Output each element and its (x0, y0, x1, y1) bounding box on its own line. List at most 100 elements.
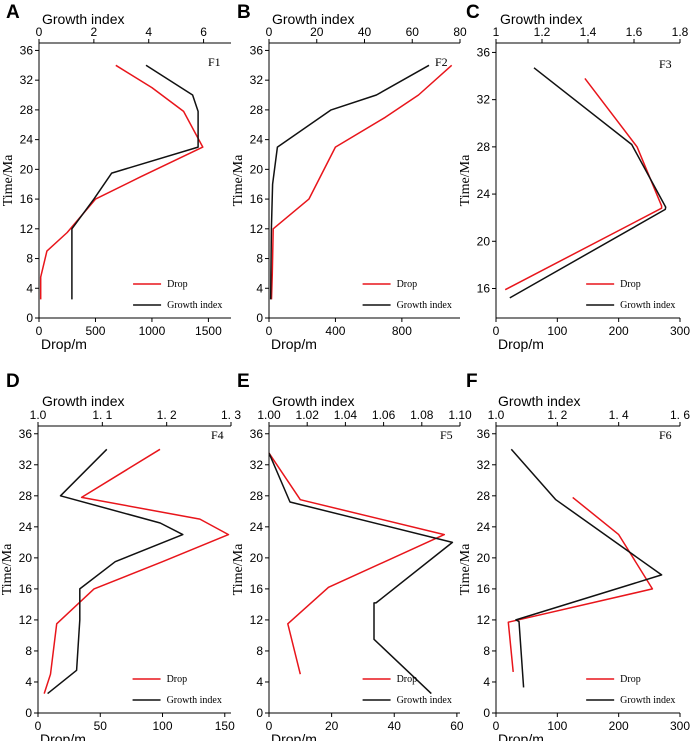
bottom-tick-label: 100 (153, 719, 173, 733)
top-tick-label: 6 (200, 25, 207, 39)
top-tick-label: 80 (453, 25, 467, 39)
bottom-axis-title: Drop/m (498, 731, 544, 741)
y-tick-label: 20 (20, 162, 34, 176)
growth-index-series-line (47, 448, 184, 695)
drop-series-line (270, 64, 453, 300)
left-axis-title: Time/Ma (231, 154, 246, 206)
top-tick-label: 1. 3 (221, 408, 241, 422)
y-tick-label: 8 (26, 252, 33, 266)
panel-letter: B (237, 2, 251, 23)
bottom-axis-title: Drop/m (271, 731, 317, 741)
y-tick-label: 0 (256, 706, 263, 720)
bottom-tick-label: 800 (392, 324, 412, 338)
panel-f: F Growth index 0 4 8 12 16 20 24 28 32 36 0 100 200 300… (458, 371, 690, 741)
bottom-tick-label: 300 (670, 324, 690, 338)
y-tick-label: 8 (25, 644, 32, 658)
y-tick-label: 4 (256, 281, 263, 295)
top-tick-label: 1.10 (448, 408, 472, 422)
y-tick-label: 24 (477, 187, 491, 201)
y-tick-label: 8 (256, 644, 263, 658)
bottom-tick-label: 20 (325, 719, 339, 733)
panel-letter: E (237, 371, 250, 392)
bottom-tick-label: 1500 (195, 324, 222, 338)
left-axis-title: Time/Ma (1, 154, 16, 206)
top-tick-label: 1.08 (410, 408, 434, 422)
y-tick-label: 36 (250, 427, 264, 441)
top-tick-label: 1.4 (580, 25, 597, 39)
top-tick-label: 40 (358, 25, 372, 39)
top-tick-label: 1. 1 (92, 408, 112, 422)
y-tick-label: 32 (250, 458, 264, 472)
top-tick-label: 1.00 (257, 408, 281, 422)
bottom-tick-label: 200 (609, 324, 629, 338)
top-tick-label: 1.8 (672, 25, 689, 39)
bottom-tick-label: 200 (609, 719, 629, 733)
y-tick-label: 0 (25, 706, 32, 720)
left-axis-title: Time/Ma (231, 543, 246, 595)
y-tick-label: 12 (19, 613, 33, 627)
growth-index-series-line (269, 64, 430, 300)
growth-index-series-line (268, 452, 454, 695)
y-tick-label: 28 (250, 103, 264, 117)
y-tick-label: 12 (250, 222, 264, 236)
top-tick-label: 1.04 (334, 408, 358, 422)
bottom-axis-title: Drop/m (41, 336, 87, 352)
y-tick-label: 0 (483, 706, 490, 720)
fault-label: F5 (440, 428, 453, 442)
fault-label: F6 (659, 428, 672, 442)
bottom-tick-label: 500 (85, 324, 105, 338)
drop-series-line (268, 452, 446, 675)
top-tick-label: 0 (36, 25, 43, 39)
top-tick-label: 60 (406, 25, 420, 39)
bottom-tick-label: 100 (547, 719, 567, 733)
y-tick-label: 0 (26, 311, 33, 325)
y-tick-label: 32 (477, 458, 491, 472)
legend-growth-label: Growth index (167, 695, 222, 706)
y-tick-label: 16 (250, 192, 264, 206)
bottom-tick-label: 0 (266, 719, 273, 733)
y-tick-label: 4 (25, 675, 32, 689)
top-tick-label: 0 (266, 25, 273, 39)
legend-growth-label: Growth index (620, 695, 675, 706)
fault-label: F1 (208, 55, 221, 69)
left-axis-title: Time/Ma (458, 543, 473, 595)
drop-series-line (504, 77, 663, 291)
bottom-tick-label: 40 (388, 719, 402, 733)
y-tick-label: 0 (256, 311, 263, 325)
bottom-tick-label: 50 (94, 719, 108, 733)
y-tick-label: 32 (20, 73, 34, 87)
bottom-tick-label: 0 (493, 719, 500, 733)
fault-label: F3 (659, 57, 672, 71)
bottom-tick-label: 0 (36, 324, 43, 338)
top-tick-label: 1.06 (372, 408, 396, 422)
top-axis-title: Growth index (272, 11, 354, 27)
drop-series-line (507, 496, 654, 672)
y-tick-label: 8 (483, 644, 490, 658)
panel-letter: F (466, 371, 478, 392)
legend-drop-label: Drop (620, 674, 641, 685)
bottom-tick-label: 60 (450, 719, 464, 733)
y-tick-label: 28 (19, 489, 33, 503)
fault-label: F4 (211, 428, 224, 442)
y-tick-label: 24 (19, 520, 33, 534)
top-tick-label: 4 (145, 25, 152, 39)
top-tick-label: 20 (310, 25, 324, 39)
top-tick-label: 1 (493, 25, 500, 39)
y-tick-label: 28 (250, 489, 264, 503)
legend-growth-label: Growth index (397, 695, 452, 706)
y-tick-label: 24 (250, 520, 264, 534)
drop-series-line (43, 448, 230, 694)
legend-drop-label: Drop (620, 279, 641, 290)
drop-series-line (39, 64, 204, 300)
bottom-tick-label: 0 (266, 324, 273, 338)
top-axis-title: Growth index (272, 393, 354, 409)
y-tick-label: 12 (250, 613, 264, 627)
legend-growth-label: Growth index (620, 300, 675, 311)
y-tick-label: 24 (477, 520, 491, 534)
legend-growth-label: Growth index (397, 300, 452, 311)
y-tick-label: 20 (250, 162, 264, 176)
y-tick-label: 12 (477, 613, 491, 627)
panel-d: D Growth index 0 4 8 12 16 20 24 28 32 36 0 50 100 150 1… (0, 371, 241, 741)
y-tick-label: 16 (477, 582, 491, 596)
